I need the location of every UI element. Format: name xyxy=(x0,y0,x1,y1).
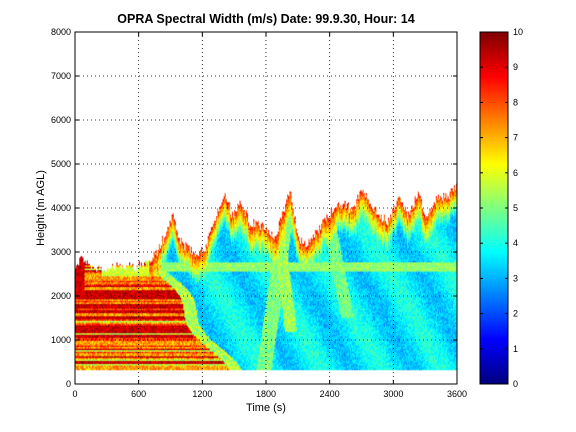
y-axis-label: Height (m AGL) xyxy=(35,170,47,246)
y-tick-label: 1000 xyxy=(51,335,71,345)
colorbar-gradient xyxy=(480,32,508,384)
y-tick-label: 3000 xyxy=(51,247,71,257)
x-tick-label: 3000 xyxy=(383,389,403,399)
y-tick-label: 2000 xyxy=(51,291,71,301)
x-tick-label: 0 xyxy=(72,389,77,399)
colorbar-tick-label: 5 xyxy=(513,203,518,213)
x-tick-label: 3600 xyxy=(447,389,467,399)
x-tick-label: 600 xyxy=(131,389,146,399)
y-tick-label: 0 xyxy=(66,379,71,389)
colorbar-axis: 0 1 2 3 4 5 6 7 8 9 10 xyxy=(480,27,523,389)
colorbar-tick-label: 4 xyxy=(513,238,518,248)
colorbar-tick-label: 7 xyxy=(513,133,518,143)
colorbar-tick-label: 8 xyxy=(513,97,518,107)
y-tick-label: 5000 xyxy=(51,159,71,169)
colorbar-tick-label: 10 xyxy=(513,27,523,37)
colorbar-tick-label: 1 xyxy=(513,344,518,354)
colorbar-tick-label: 3 xyxy=(513,273,518,283)
y-tick-label: 7000 xyxy=(51,71,71,81)
grid-lines xyxy=(75,32,457,384)
x-axis-label: Time (s) xyxy=(246,402,286,414)
x-tick-label: 1200 xyxy=(192,389,212,399)
colorbar-tick-label: 2 xyxy=(513,309,518,319)
y-tick-label: 6000 xyxy=(51,115,71,125)
y-tick-label: 8000 xyxy=(51,27,71,37)
y-axis: 0 1000 2000 3000 4000 5000 6000 7000 8000 xyxy=(51,27,457,389)
colorbar-tick-label: 0 xyxy=(513,379,518,389)
x-tick-label: 2400 xyxy=(320,389,340,399)
x-tick-label: 1800 xyxy=(256,389,276,399)
colorbar-tick-label: 9 xyxy=(513,62,518,72)
y-tick-label: 4000 xyxy=(51,203,71,213)
colorbar-tick-label: 6 xyxy=(513,168,518,178)
x-axis: 0 600 1200 1800 2400 3000 3600 xyxy=(72,32,467,399)
chart-title: OPRA Spectral Width (m/s) Date: 99.9.30,… xyxy=(117,12,414,26)
